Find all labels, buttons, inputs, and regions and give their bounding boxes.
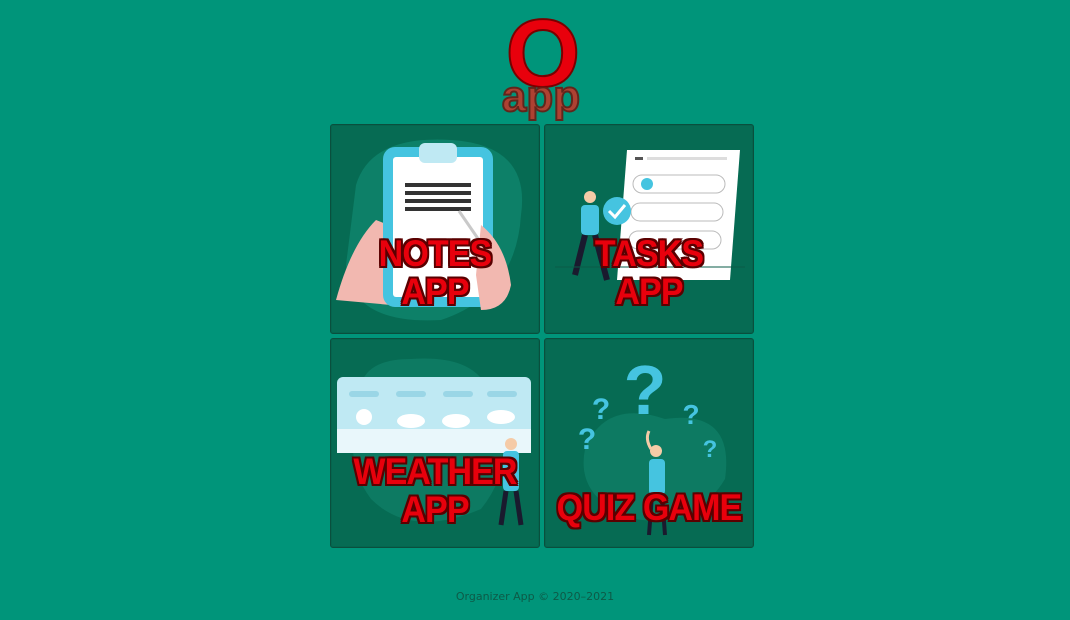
apps-grid: NOTES APP TASKS (330, 124, 754, 548)
tasks-label-line2: APP (615, 271, 683, 312)
footer-text: Organizer App © 2020–2021 (455, 590, 615, 603)
notes-label-line1: NOTES (378, 233, 493, 274)
task-checklist-icon (555, 150, 745, 281)
logo-letter: O (506, 8, 581, 107)
quiz-label-line1: QUIZ GAME (556, 487, 743, 528)
svg-text:?: ? (592, 393, 610, 426)
weather-app-label: WEATHER APP (339, 453, 530, 529)
weather-label-line1: WEATHER (353, 451, 517, 492)
logo-graphic: O app (501, 8, 581, 122)
svg-text:?: ? (703, 436, 718, 463)
weather-app-tile[interactable]: WEATHER APP (330, 338, 540, 548)
tasks-label-line1: TASKS (594, 233, 704, 274)
weather-forecast-icon (337, 358, 531, 526)
weather-label-line2: APP (401, 489, 469, 530)
question-marks-icon: ? ? ? ? ? (578, 351, 727, 536)
app-logo[interactable]: O app (488, 8, 598, 123)
tasks-app-label: TASKS APP (553, 235, 744, 311)
clipboard-notes-icon (336, 139, 523, 321)
svg-text:?: ? (578, 423, 596, 456)
quiz-game-label: QUIZ GAME (553, 489, 744, 527)
quiz-game-tile[interactable]: ? ? ? ? ? QUIZ GAME (544, 338, 754, 548)
svg-text:?: ? (682, 399, 699, 430)
notes-app-label: NOTES APP (339, 235, 530, 311)
notes-label-line2: APP (401, 271, 469, 312)
logo-text: app (502, 72, 580, 121)
tasks-app-tile[interactable]: TASKS APP (544, 124, 754, 334)
notes-app-tile[interactable]: NOTES APP (330, 124, 540, 334)
svg-text:?: ? (624, 351, 667, 429)
